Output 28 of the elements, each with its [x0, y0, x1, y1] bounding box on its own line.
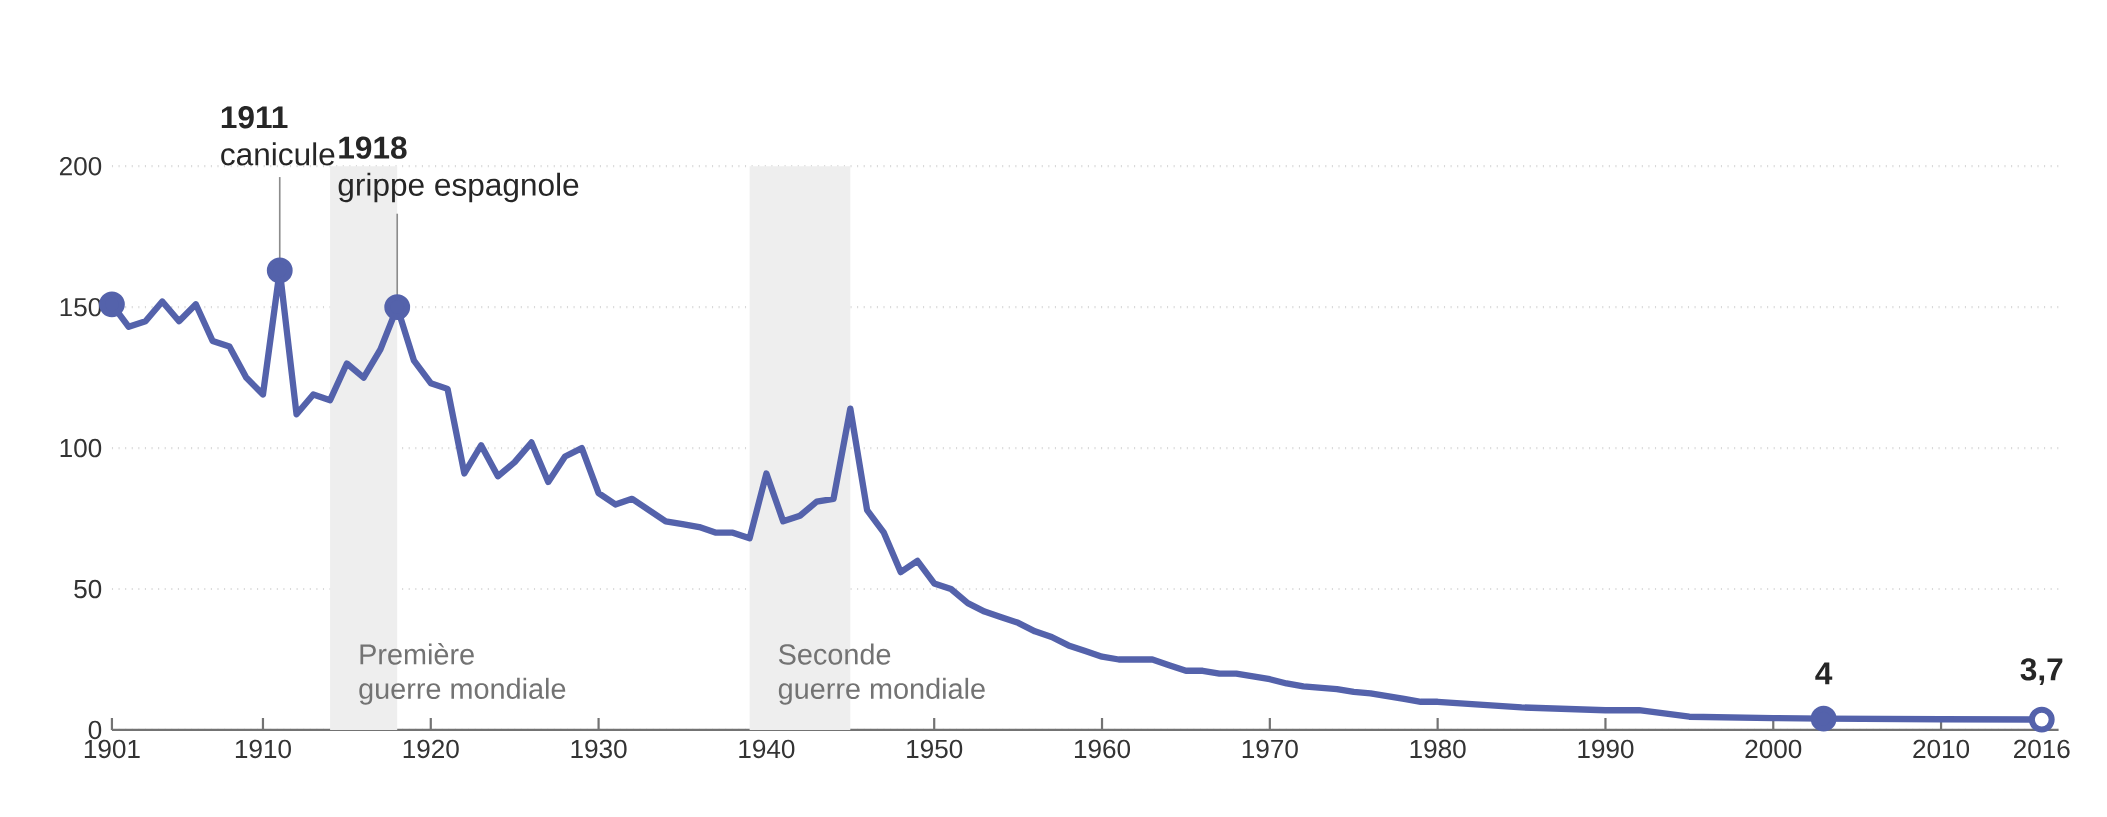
- x-tick-label: 1920: [403, 739, 459, 759]
- data-label: 4: [1815, 662, 1833, 685]
- x-tick-label: 1901: [84, 739, 140, 759]
- x-tick-label: 1910: [235, 739, 291, 759]
- y-tick-label: 150: [60, 297, 102, 317]
- point: [384, 294, 411, 321]
- y-tick-label: 100: [60, 438, 102, 458]
- x-tick-label: 1960: [1074, 739, 1131, 759]
- point: [266, 257, 293, 284]
- band-label: Seconde guerre mondiale: [778, 643, 985, 705]
- x-tick-label: 2000: [1745, 739, 1802, 759]
- data-label: 3,7: [2020, 658, 2063, 686]
- x-tick-label: 1970: [1242, 739, 1298, 759]
- point: [1810, 705, 1837, 732]
- y-tick-label: 50: [74, 579, 102, 599]
- x-tick-label: 2010: [1913, 739, 1970, 759]
- annotation: 1918 grippe espagnole: [338, 136, 579, 203]
- x-tick-label: 1990: [1578, 739, 1634, 759]
- x-tick-label: 1930: [571, 739, 627, 759]
- x-tick-label: 1940: [739, 739, 795, 759]
- x-tick-label: 2016: [2014, 739, 2070, 759]
- point: [99, 291, 125, 318]
- annotation: 1911 canicule: [221, 106, 335, 166]
- y-tick-label: 0: [88, 720, 102, 740]
- x-tick-label: 1980: [1410, 739, 1466, 759]
- y-tick-label: 200: [59, 156, 102, 176]
- band-label: Première guerre mondiale: [359, 643, 566, 705]
- x-tick-label: 1950: [907, 739, 963, 759]
